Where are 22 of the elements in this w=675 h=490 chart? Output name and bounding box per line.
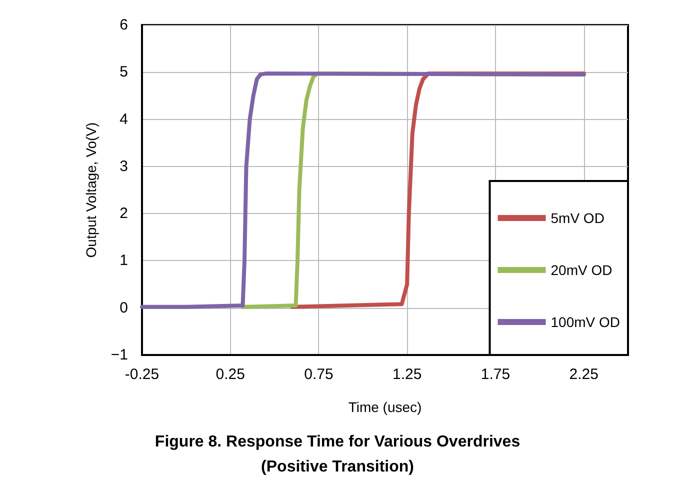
legend-label: 5mV OD: [550, 210, 604, 226]
x-tick-label: 2.25: [569, 366, 598, 383]
y-tick-label: 4: [120, 110, 128, 128]
legend-label: 100mV OD: [550, 314, 620, 330]
y-tick-label: 0: [120, 299, 128, 316]
x-tick-label: 0.25: [216, 366, 245, 383]
text: (Positive Transition): [261, 458, 414, 476]
legend-label: 20mV OD: [550, 262, 612, 278]
y-axis-title: Output Voltage, Vo(V): [83, 122, 99, 258]
y-tick-label: 6: [120, 16, 128, 34]
text: Figure 8. Response Time for Various Overdrives: [154, 434, 520, 450]
x-tick-label: 1.75: [480, 366, 510, 383]
line-series: [140, 72, 586, 309]
y-tick-label: 2: [120, 205, 128, 222]
x-tick-label: 0.75: [304, 366, 334, 383]
y-tick-label: 5: [120, 64, 128, 81]
x-tick-label: -0.25: [124, 366, 160, 383]
y-tick-label: 3: [120, 158, 128, 175]
y-tick-label: 1: [120, 252, 128, 270]
y-tick-label: −1: [110, 346, 128, 364]
x-axis-title: Time (usec): [348, 399, 422, 415]
x-tick-label: 1.25: [392, 366, 422, 383]
